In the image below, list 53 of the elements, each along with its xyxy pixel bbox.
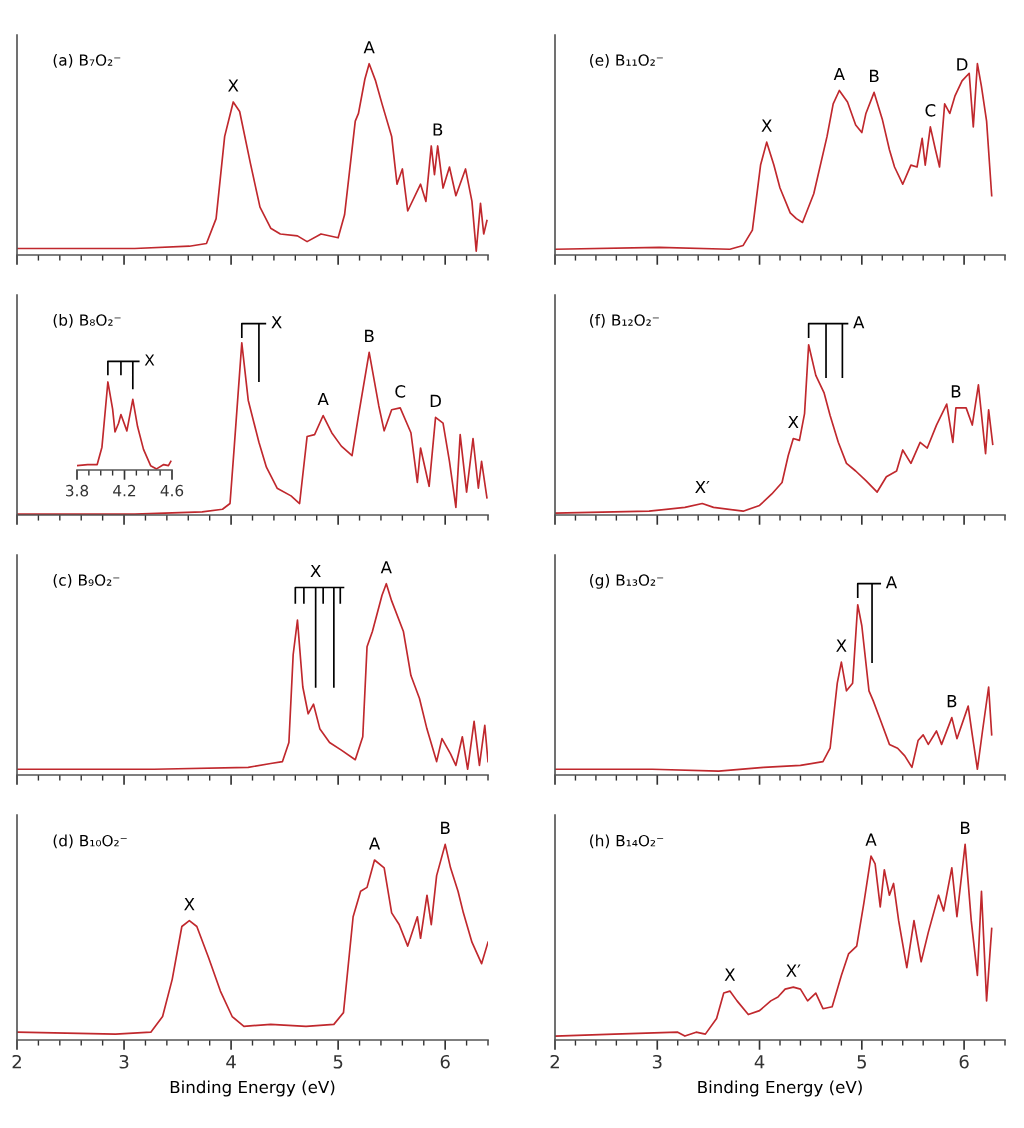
x-tick-label: 2: [550, 1054, 559, 1069]
x-tick-label: 4.6: [160, 484, 184, 497]
annotation: B: [870, 69, 879, 82]
annotation: X′: [786, 964, 801, 977]
annotation: B: [961, 821, 970, 834]
annotation: D: [957, 58, 968, 71]
annotation: B: [365, 329, 374, 342]
annotation: X: [271, 316, 282, 329]
annotation: B: [947, 695, 957, 708]
annotation: C: [925, 104, 936, 117]
annotation: A: [885, 576, 898, 589]
x-tick-label: 4.2: [113, 484, 136, 497]
x-axis-title: Binding Energy (eV): [170, 1080, 335, 1097]
x-axis-title: Binding Energy (eV): [698, 1080, 862, 1097]
annotation: C: [395, 385, 406, 398]
x-tick-label: 5: [333, 1055, 343, 1069]
annotation: X: [144, 354, 155, 366]
chart-title: (a) B₇O₂⁻: [53, 54, 121, 68]
annotation: B: [441, 821, 450, 834]
chart-title: (h) B₁₄O₂⁻: [590, 834, 664, 849]
annotation: X: [184, 898, 195, 911]
chart-title: (e) B₁₁O₂⁻: [590, 54, 663, 68]
x-tick-label: 4: [754, 1055, 765, 1069]
chart-title: (d) B₁₀O₂⁻: [53, 834, 127, 849]
annotation: X: [724, 968, 736, 981]
annotation: B: [951, 385, 961, 398]
annotation: A: [363, 41, 375, 54]
chart-title: (c) B₉O₂⁻: [53, 574, 120, 588]
annotation: A: [317, 392, 329, 406]
annotation: X: [836, 639, 847, 652]
annotation: X′: [695, 480, 710, 494]
chart-title: (g) B₁₃O₂⁻: [590, 574, 664, 589]
annotation: A: [833, 67, 845, 81]
x-tick-label: 3: [119, 1054, 129, 1069]
annotation: X: [228, 79, 239, 92]
annotation: A: [368, 837, 381, 850]
chart-title: (b) B₈O₂⁻: [53, 314, 121, 328]
annotation: X: [761, 119, 772, 132]
x-tick-label: 6: [959, 1054, 969, 1069]
x-tick-label: 2: [12, 1054, 21, 1069]
x-tick-label: 3.8: [66, 484, 89, 497]
annotation: X: [788, 415, 799, 429]
annotation: A: [865, 833, 877, 846]
annotation: B: [433, 123, 443, 136]
x-tick-label: 4: [226, 1055, 236, 1069]
annotation: A: [380, 561, 392, 574]
annotation: A: [853, 316, 865, 329]
x-tick-label: 6: [440, 1054, 450, 1069]
chart-title: (f) B₁₂O₂⁻: [590, 314, 659, 328]
x-tick-label: 5: [857, 1055, 866, 1069]
annotation: D: [430, 394, 441, 408]
annotation: X: [310, 564, 321, 578]
x-tick-label: 3: [652, 1054, 662, 1069]
